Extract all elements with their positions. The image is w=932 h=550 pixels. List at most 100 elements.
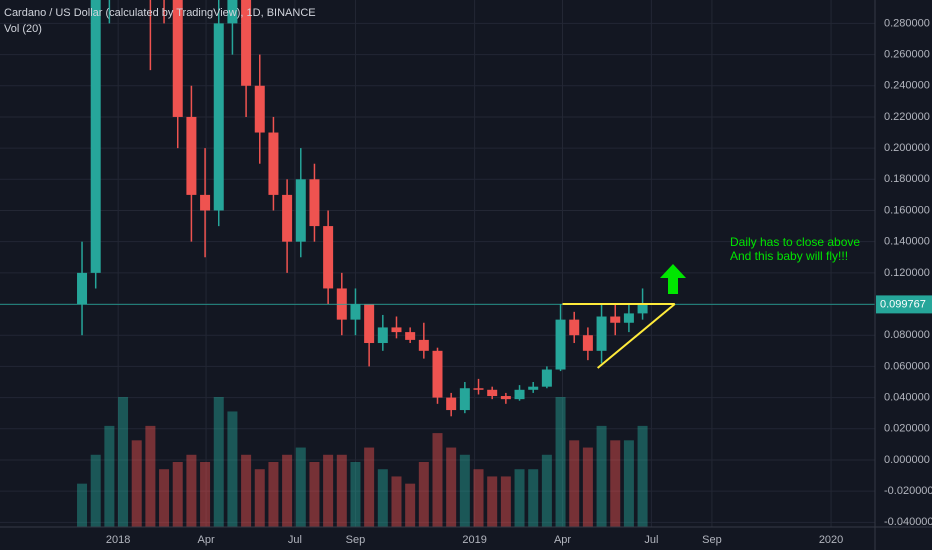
- volume-bar: [487, 476, 498, 527]
- volume-bar: [377, 469, 388, 527]
- x-tick-label: 2019: [462, 534, 486, 546]
- volume-bar: [323, 454, 334, 527]
- y-tick-label: 0.160000: [884, 204, 930, 216]
- volume-bar: [582, 447, 593, 527]
- y-tick-label: 0.240000: [884, 80, 930, 92]
- candle-body: [610, 316, 621, 323]
- candle-body: [241, 0, 252, 86]
- candle-body: [623, 313, 634, 323]
- volume-bar: [569, 440, 580, 527]
- candle-body: [637, 304, 648, 314]
- volume-bar: [145, 425, 156, 527]
- candle-body: [309, 179, 320, 227]
- y-tick-label: 0.280000: [884, 17, 930, 29]
- candle-body: [77, 272, 88, 305]
- candle-body: [323, 226, 334, 289]
- volume-bar: [541, 454, 552, 527]
- volume-bar: [555, 397, 566, 527]
- volume-label: Vol (20): [4, 23, 42, 35]
- candle-body: [473, 388, 484, 390]
- volume-bar: [418, 462, 429, 527]
- volume-bar: [364, 447, 375, 527]
- candle-body: [555, 319, 566, 370]
- volume-bar: [118, 397, 129, 527]
- candle-body: [459, 388, 470, 411]
- candle-body: [90, 0, 101, 273]
- x-tick-label: 2018: [106, 534, 130, 546]
- volume-bar: [350, 462, 361, 527]
- y-tick-label: 0.200000: [884, 142, 930, 154]
- volume-bar: [241, 454, 252, 527]
- x-tick-label: Apr: [197, 534, 214, 546]
- volume-bar: [104, 425, 115, 527]
- volume-bar: [282, 454, 293, 527]
- volume-bar: [623, 440, 634, 527]
- volume-bar: [172, 462, 183, 527]
- chart-title: Cardano / US Dollar (calculated by Tradi…: [4, 7, 316, 19]
- y-tick-label: 0.120000: [884, 267, 930, 279]
- x-tick-label: Jul: [288, 534, 302, 546]
- candle-body: [487, 389, 498, 397]
- volume-bar: [336, 454, 347, 527]
- y-tick-label: 0.080000: [884, 329, 930, 341]
- y-tick-label: 0.140000: [884, 236, 930, 248]
- volume-bar: [514, 469, 525, 527]
- y-tick-label: 0.220000: [884, 111, 930, 123]
- volume-bar: [528, 469, 539, 527]
- volume-bar: [446, 447, 457, 527]
- candle-body: [213, 23, 224, 211]
- trendline: [597, 303, 676, 369]
- volume-bar: [131, 440, 142, 527]
- volume-bar: [391, 476, 402, 527]
- annotation: And this baby will fly!!!: [730, 249, 848, 263]
- candle-body: [268, 132, 279, 195]
- volume-bar: [459, 454, 470, 527]
- volume-bar: [77, 483, 88, 527]
- volume-bar: [90, 454, 101, 527]
- y-tick-label: 0.020000: [884, 423, 930, 435]
- x-tick-label: Jul: [644, 534, 658, 546]
- candle-body: [295, 179, 306, 242]
- candle-body: [282, 194, 293, 242]
- candle-body: [364, 304, 375, 344]
- arrow-up: [660, 264, 686, 294]
- candle-body: [528, 386, 539, 390]
- volume-bar: [159, 469, 170, 527]
- last-price-box: [876, 295, 932, 314]
- candle-body: [446, 397, 457, 411]
- volume-bar: [405, 483, 416, 527]
- candle-body: [227, 0, 238, 24]
- y-tick-label: 0.260000: [884, 48, 930, 60]
- volume-bar: [473, 469, 484, 527]
- candle-body: [350, 304, 361, 320]
- volume-bar: [227, 411, 238, 527]
- last-price-label: 0.099767: [880, 298, 926, 310]
- volume-bar: [309, 462, 320, 527]
- y-tick-label: 0.000000: [884, 454, 930, 466]
- volume-bar: [186, 454, 197, 527]
- volume-bar: [254, 469, 265, 527]
- candle-body: [172, 0, 183, 117]
- volume-bar: [200, 462, 211, 527]
- volume-bar: [637, 425, 648, 527]
- volume-bar: [295, 447, 306, 527]
- y-tick-label: 0.180000: [884, 173, 930, 185]
- candle-body: [377, 327, 388, 344]
- volume-bar: [596, 425, 607, 527]
- candle-body: [582, 335, 593, 351]
- x-tick-label: Sep: [702, 534, 722, 546]
- candle-body: [541, 369, 552, 387]
- plot-area: [0, 0, 875, 527]
- candle-body: [405, 332, 416, 340]
- candle-body: [418, 339, 429, 351]
- annotation: Daily has to close above: [730, 235, 860, 249]
- x-tick-label: Sep: [346, 534, 366, 546]
- volume-bar: [432, 433, 443, 527]
- volume-bar: [213, 397, 224, 527]
- volume-bar: [610, 440, 621, 527]
- volume-bar: [268, 462, 279, 527]
- y-tick-label: 0.040000: [884, 391, 930, 403]
- candle-body: [200, 194, 211, 211]
